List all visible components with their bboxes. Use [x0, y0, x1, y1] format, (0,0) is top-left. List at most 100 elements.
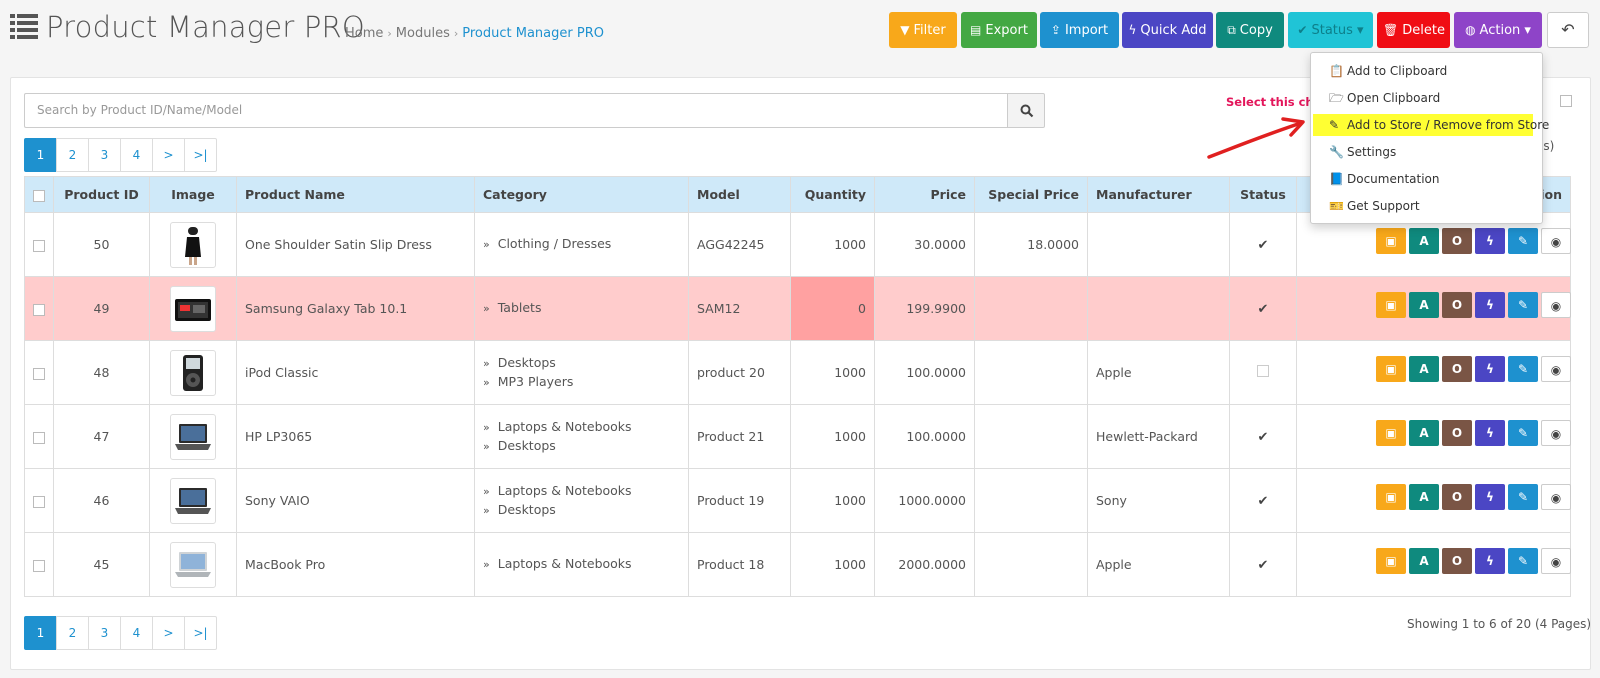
status-disabled-checkbox[interactable]: [1257, 365, 1269, 377]
menu-item-add-remove-store[interactable]: ✎ Add to Store / Remove from Store: [1313, 114, 1549, 136]
edit-button[interactable]: ✎: [1508, 548, 1538, 574]
action-button[interactable]: ◍ Action ▾: [1454, 12, 1542, 48]
quick-edit-button[interactable]: ϟ: [1475, 548, 1505, 574]
product-special-price[interactable]: [974, 532, 1088, 597]
product-thumbnail[interactable]: [170, 285, 216, 332]
product-thumbnail[interactable]: [170, 349, 216, 396]
product-name[interactable]: One Shoulder Satin Slip Dress: [236, 212, 475, 277]
product-price[interactable]: 100.0000: [874, 340, 975, 405]
row-checkbox[interactable]: [33, 239, 45, 252]
product-price[interactable]: 199.9900: [874, 276, 975, 341]
select-all-checkbox[interactable]: [33, 189, 45, 202]
delete-button[interactable]: 🗑 Delete: [1377, 12, 1450, 48]
menu-item-open-clipboard[interactable]: 🗁 Open Clipboard: [1329, 87, 1440, 109]
attributes-button[interactable]: A: [1409, 228, 1439, 254]
quick-edit-button[interactable]: ϟ: [1475, 420, 1505, 446]
status-enabled-check-icon[interactable]: ✔: [1257, 429, 1269, 445]
attributes-button[interactable]: A: [1409, 356, 1439, 382]
column-model[interactable]: Model: [688, 176, 791, 213]
view-button[interactable]: ◉: [1541, 420, 1571, 446]
column-product-id[interactable]: Product ID: [53, 176, 150, 213]
product-quantity[interactable]: 1000: [790, 468, 875, 533]
image-manager-button[interactable]: ▣: [1376, 292, 1406, 318]
product-special-price[interactable]: [974, 340, 1088, 405]
search-button[interactable]: [1007, 93, 1045, 128]
product-price[interactable]: 2000.0000: [874, 532, 975, 597]
row-checkbox[interactable]: [33, 303, 45, 316]
product-model[interactable]: Product 21: [688, 404, 791, 469]
row-checkbox[interactable]: [33, 559, 45, 572]
product-name[interactable]: iPod Classic: [236, 340, 475, 405]
page-next[interactable]: >: [152, 616, 185, 650]
product-model[interactable]: SAM12: [688, 276, 791, 341]
product-name[interactable]: HP LP3065: [236, 404, 475, 469]
page-1[interactable]: 1: [24, 616, 57, 650]
back-button[interactable]: ↶: [1547, 12, 1589, 48]
image-manager-button[interactable]: ▣: [1376, 420, 1406, 446]
product-price[interactable]: 100.0000: [874, 404, 975, 469]
product-special-price[interactable]: [974, 468, 1088, 533]
search-input[interactable]: Search by Product ID/Name/Model: [24, 93, 1008, 128]
row-checkbox[interactable]: [33, 431, 45, 444]
page-3[interactable]: 3: [88, 138, 121, 172]
product-name[interactable]: Sony VAIO: [236, 468, 475, 533]
page-1[interactable]: 1: [24, 138, 57, 172]
image-manager-button[interactable]: ▣: [1376, 356, 1406, 382]
image-manager-button[interactable]: ▣: [1376, 548, 1406, 574]
export-button[interactable]: ▤ Export: [961, 12, 1037, 48]
options-button[interactable]: O: [1442, 356, 1472, 382]
copy-button[interactable]: ⧉ Copy: [1216, 12, 1284, 48]
product-model[interactable]: AGG42245: [688, 212, 791, 277]
product-quantity[interactable]: 1000: [790, 340, 875, 405]
edit-button[interactable]: ✎: [1508, 484, 1538, 510]
menu-item-documentation[interactable]: 📘 Documentation: [1329, 168, 1440, 190]
menu-item-add-to-clipboard[interactable]: 📋 Add to Clipboard: [1329, 60, 1447, 82]
product-special-price[interactable]: 18.0000: [974, 212, 1088, 277]
menu-item-get-support[interactable]: 🎫 Get Support: [1329, 195, 1420, 217]
breadcrumb-modules[interactable]: Modules: [395, 26, 450, 41]
product-thumbnail[interactable]: [170, 221, 216, 268]
quick-add-button[interactable]: ϟ Quick Add: [1122, 12, 1213, 48]
product-price[interactable]: 30.0000: [874, 212, 975, 277]
product-thumbnail[interactable]: [170, 541, 216, 588]
page-2[interactable]: 2: [56, 616, 89, 650]
page-next[interactable]: >: [152, 138, 185, 172]
product-thumbnail[interactable]: [170, 477, 216, 524]
view-button[interactable]: ◉: [1541, 548, 1571, 574]
page-3[interactable]: 3: [88, 616, 121, 650]
select-all-pages-checkbox[interactable]: [1560, 95, 1572, 107]
product-model[interactable]: Product 19: [688, 468, 791, 533]
product-quantity[interactable]: 1000: [790, 212, 875, 277]
column-manufacturer[interactable]: Manufacturer: [1087, 176, 1230, 213]
column-quantity[interactable]: Quantity: [790, 176, 875, 213]
menu-item-settings[interactable]: 🔧 Settings: [1329, 141, 1396, 163]
breadcrumb-current[interactable]: Product Manager PRO: [462, 26, 604, 41]
product-special-price[interactable]: [974, 404, 1088, 469]
status-button[interactable]: ✔ Status ▾: [1288, 12, 1373, 48]
breadcrumb-home[interactable]: Home: [345, 26, 384, 41]
column-special-price[interactable]: Special Price: [974, 176, 1088, 213]
attributes-button[interactable]: A: [1409, 420, 1439, 446]
view-button[interactable]: ◉: [1541, 228, 1571, 254]
attributes-button[interactable]: A: [1409, 484, 1439, 510]
import-button[interactable]: ⇪ Import: [1040, 12, 1119, 48]
options-button[interactable]: O: [1442, 228, 1472, 254]
status-enabled-check-icon[interactable]: ✔: [1257, 237, 1269, 253]
column-category[interactable]: Category: [474, 176, 689, 213]
page-last[interactable]: >|: [184, 616, 217, 650]
image-manager-button[interactable]: ▣: [1376, 228, 1406, 254]
quick-edit-button[interactable]: ϟ: [1475, 228, 1505, 254]
page-4[interactable]: 4: [120, 138, 153, 172]
page-4[interactable]: 4: [120, 616, 153, 650]
edit-button[interactable]: ✎: [1508, 292, 1538, 318]
row-checkbox[interactable]: [33, 495, 45, 508]
view-button[interactable]: ◉: [1541, 292, 1571, 318]
quick-edit-button[interactable]: ϟ: [1475, 292, 1505, 318]
edit-button[interactable]: ✎: [1508, 356, 1538, 382]
product-model[interactable]: product 20: [688, 340, 791, 405]
status-enabled-check-icon[interactable]: ✔: [1257, 557, 1269, 573]
product-quantity[interactable]: 0: [790, 276, 875, 341]
view-button[interactable]: ◉: [1541, 484, 1571, 510]
options-button[interactable]: O: [1442, 420, 1472, 446]
product-quantity[interactable]: 1000: [790, 532, 875, 597]
